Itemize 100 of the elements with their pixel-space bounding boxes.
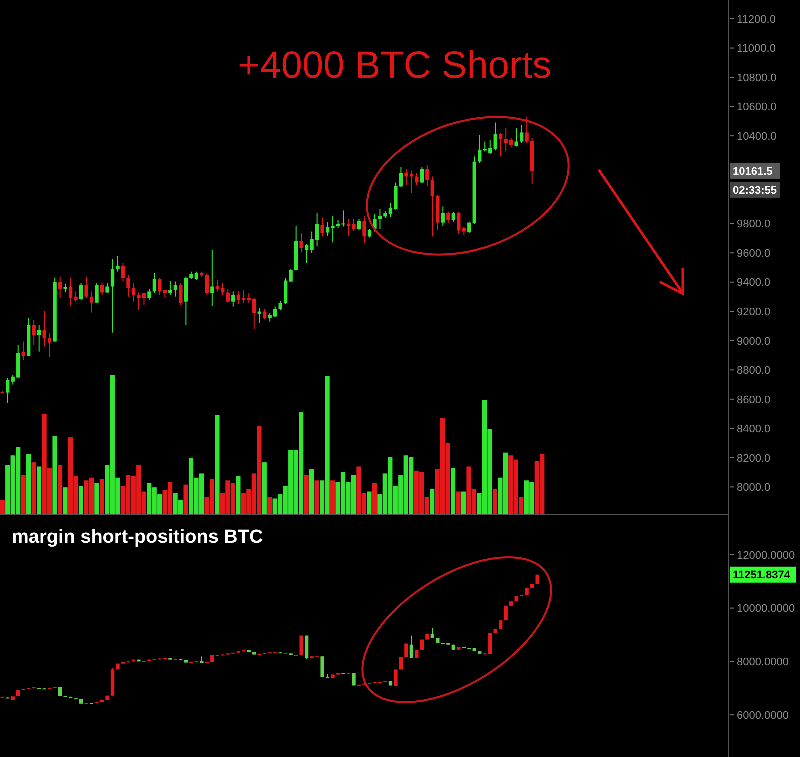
- bar: [456, 492, 461, 514]
- candlestick: [430, 176, 435, 238]
- bar: [367, 492, 372, 514]
- bar: [492, 488, 498, 514]
- candlestick: [352, 672, 356, 686]
- candlestick: [494, 122, 498, 152]
- text: 10161.5: [733, 166, 773, 178]
- y-tick-label: 11000.0: [737, 43, 776, 56]
- candlestick: [468, 221, 472, 234]
- candlestick: [132, 282, 136, 302]
- bar: [63, 488, 68, 514]
- y-tick-label: 9800.0: [737, 218, 771, 231]
- bar: [461, 492, 466, 514]
- y-tick-label: 9400.0: [737, 277, 771, 290]
- y-tick-label: 9600.0: [737, 248, 771, 260]
- bar: [236, 476, 241, 514]
- text: 02:33:55: [733, 184, 778, 197]
- candlestick: [110, 258, 115, 334]
- candlestick: [478, 134, 482, 164]
- candlestick: [205, 272, 209, 296]
- bar: [268, 497, 272, 514]
- bar: [32, 462, 36, 514]
- candlestick: [457, 212, 461, 235]
- candlestick: [95, 282, 99, 304]
- text: 11251.8374: [733, 570, 792, 582]
- bar: [78, 486, 84, 514]
- bar: [430, 488, 435, 514]
- candlestick: [410, 635, 414, 659]
- y-tick-label: 9000.0: [737, 336, 771, 348]
- candlestick: [394, 669, 398, 688]
- y-tick-label: 10400.0: [737, 130, 777, 143]
- candlestick: [232, 291, 236, 308]
- y-tick-label: 10800.0: [737, 72, 777, 84]
- bar: [58, 465, 63, 514]
- bar: [215, 415, 220, 514]
- candlestick: [446, 211, 450, 224]
- candlestick: [263, 308, 267, 320]
- bar: [450, 468, 456, 514]
- candlestick: [32, 320, 36, 346]
- annotation: +4000 BTC Shorts: [238, 45, 552, 87]
- bar: [262, 462, 267, 514]
- bar: [36, 466, 42, 514]
- candlestick: [514, 128, 518, 148]
- candlestick: [452, 212, 456, 223]
- candlestick: [304, 635, 309, 660]
- candlestick: [226, 288, 230, 304]
- candlestick: [362, 216, 366, 244]
- y-tick-label: 10000.0000: [737, 603, 796, 616]
- candlestick: [126, 274, 130, 298]
- bar: [372, 483, 377, 514]
- bar: [309, 470, 314, 514]
- text: margin short-positions BTC: [12, 527, 264, 548]
- y-tick-label: 9200.0: [737, 306, 771, 318]
- candlestick: [415, 172, 419, 186]
- candlestick: [420, 166, 424, 184]
- y-tick-label: 8000.0000: [737, 656, 789, 669]
- candlestick: [148, 288, 152, 301]
- candlestick: [499, 132, 503, 158]
- y-tick-label: 8600.0: [737, 394, 771, 406]
- candlestick: [58, 276, 62, 299]
- bar: [100, 479, 104, 514]
- candlestick: [42, 310, 46, 348]
- candlestick: [22, 341, 26, 361]
- candlestick: [79, 282, 84, 301]
- y-tick-label: 8400.0: [737, 424, 771, 436]
- candlestick: [399, 656, 404, 670]
- candlestick: [84, 276, 88, 299]
- candlestick: [48, 332, 52, 358]
- bar: [52, 436, 58, 514]
- candlestick: [300, 232, 304, 254]
- candlestick: [357, 218, 362, 231]
- candlestick: [426, 164, 430, 187]
- bar: [21, 475, 26, 514]
- candlestick: [100, 282, 104, 296]
- bar: [26, 454, 32, 514]
- candlestick: [441, 206, 446, 227]
- y-tick-label: 8800.0: [737, 365, 771, 378]
- candlestick: [520, 124, 524, 144]
- y-tick-label: 10600.0: [737, 102, 777, 114]
- bar: [0, 500, 5, 514]
- y-tick-label: 12000.0000: [737, 550, 796, 562]
- candlestick: [90, 291, 94, 314]
- candlestick: [320, 656, 324, 678]
- bar: [184, 484, 188, 514]
- y-tick-label: 11200.0: [737, 14, 776, 26]
- y-tick-label: 8200.0: [737, 452, 771, 465]
- candlestick: [184, 276, 188, 326]
- candlestick: [152, 272, 157, 294]
- candlestick: [320, 218, 324, 238]
- candlestick: [210, 250, 214, 307]
- y-tick-label: 8000.0: [737, 482, 771, 494]
- candlestick: [58, 686, 62, 697]
- candlestick: [121, 263, 126, 282]
- candlestick: [179, 282, 183, 306]
- candlestick: [106, 282, 110, 294]
- bar: [94, 483, 100, 514]
- y-tick-label: 6000.0000: [737, 710, 789, 722]
- bar: [314, 480, 320, 514]
- candlestick: [168, 280, 172, 296]
- candlestick: [38, 324, 42, 352]
